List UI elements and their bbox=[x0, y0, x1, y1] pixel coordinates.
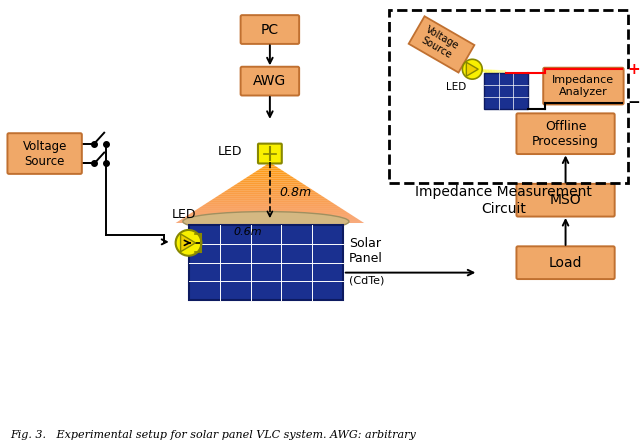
Polygon shape bbox=[198, 207, 342, 209]
FancyBboxPatch shape bbox=[543, 68, 623, 104]
Polygon shape bbox=[243, 224, 246, 262]
Polygon shape bbox=[267, 163, 273, 164]
Polygon shape bbox=[207, 201, 333, 203]
Polygon shape bbox=[223, 191, 317, 193]
Polygon shape bbox=[209, 238, 212, 247]
Text: 0.8m: 0.8m bbox=[280, 186, 312, 199]
Bar bbox=[189, 225, 343, 300]
Text: PC: PC bbox=[261, 22, 279, 37]
Bar bbox=[484, 73, 528, 109]
Text: (CdTe): (CdTe) bbox=[349, 276, 384, 285]
Text: MSO: MSO bbox=[550, 193, 581, 207]
Polygon shape bbox=[489, 69, 497, 79]
Bar bbox=[389, 10, 628, 183]
Polygon shape bbox=[409, 16, 474, 73]
Polygon shape bbox=[229, 187, 311, 189]
Polygon shape bbox=[202, 241, 205, 244]
Polygon shape bbox=[257, 168, 282, 171]
Polygon shape bbox=[212, 237, 215, 249]
Polygon shape bbox=[226, 189, 314, 191]
Polygon shape bbox=[222, 233, 226, 253]
Polygon shape bbox=[188, 213, 351, 215]
Polygon shape bbox=[180, 234, 195, 252]
Polygon shape bbox=[244, 177, 295, 179]
Polygon shape bbox=[268, 213, 271, 273]
Polygon shape bbox=[201, 205, 339, 207]
Polygon shape bbox=[242, 179, 298, 181]
Ellipse shape bbox=[183, 211, 349, 232]
FancyBboxPatch shape bbox=[241, 15, 299, 44]
Text: −: − bbox=[627, 95, 640, 111]
Text: LED: LED bbox=[172, 208, 196, 221]
Polygon shape bbox=[484, 69, 489, 75]
Circle shape bbox=[462, 59, 482, 79]
FancyBboxPatch shape bbox=[258, 144, 282, 164]
FancyBboxPatch shape bbox=[516, 246, 614, 279]
Polygon shape bbox=[210, 199, 330, 201]
Text: Voltage
Source: Voltage Source bbox=[22, 140, 67, 168]
Polygon shape bbox=[204, 203, 336, 205]
Polygon shape bbox=[220, 193, 320, 195]
Polygon shape bbox=[492, 70, 500, 81]
Polygon shape bbox=[236, 227, 239, 259]
Polygon shape bbox=[213, 197, 326, 199]
Polygon shape bbox=[239, 225, 243, 261]
Text: LED: LED bbox=[446, 82, 467, 92]
Polygon shape bbox=[236, 183, 305, 185]
Polygon shape bbox=[229, 229, 233, 256]
Text: AWG: AWG bbox=[253, 74, 287, 88]
Polygon shape bbox=[216, 195, 323, 197]
Polygon shape bbox=[226, 231, 229, 255]
FancyBboxPatch shape bbox=[8, 133, 82, 174]
Polygon shape bbox=[495, 70, 504, 82]
FancyBboxPatch shape bbox=[516, 184, 614, 216]
Polygon shape bbox=[250, 220, 253, 265]
Polygon shape bbox=[467, 62, 478, 76]
Polygon shape bbox=[264, 215, 268, 271]
Polygon shape bbox=[500, 70, 511, 86]
Polygon shape bbox=[232, 185, 308, 187]
Text: Offline
Processing: Offline Processing bbox=[532, 120, 599, 148]
Polygon shape bbox=[175, 221, 364, 223]
Polygon shape bbox=[260, 216, 264, 270]
Polygon shape bbox=[503, 70, 515, 88]
Text: Solar
Panel: Solar Panel bbox=[349, 237, 383, 265]
Polygon shape bbox=[253, 219, 257, 267]
Polygon shape bbox=[478, 69, 482, 71]
Polygon shape bbox=[251, 172, 289, 175]
Polygon shape bbox=[254, 171, 285, 172]
Polygon shape bbox=[257, 218, 260, 268]
Polygon shape bbox=[182, 217, 358, 219]
Polygon shape bbox=[233, 228, 236, 258]
Polygon shape bbox=[481, 69, 486, 73]
Polygon shape bbox=[195, 209, 346, 211]
Polygon shape bbox=[264, 164, 276, 167]
Polygon shape bbox=[179, 219, 361, 221]
Polygon shape bbox=[260, 167, 279, 168]
Text: 0.6m: 0.6m bbox=[234, 227, 262, 237]
Polygon shape bbox=[191, 211, 348, 213]
FancyBboxPatch shape bbox=[516, 113, 614, 154]
FancyBboxPatch shape bbox=[241, 67, 299, 95]
Polygon shape bbox=[219, 234, 222, 252]
Text: Voltage
Source: Voltage Source bbox=[419, 24, 461, 61]
Text: +: + bbox=[627, 62, 640, 77]
Polygon shape bbox=[239, 181, 301, 183]
Text: LED: LED bbox=[218, 145, 242, 158]
Text: Impedance
Analyzer: Impedance Analyzer bbox=[552, 75, 614, 97]
Text: Load: Load bbox=[549, 256, 582, 270]
Polygon shape bbox=[248, 175, 292, 177]
Text: Impedance Measurement
Circuit: Impedance Measurement Circuit bbox=[415, 185, 592, 215]
Text: Fig. 3.   Experimental setup for solar panel VLC system. AWG: arbitrary: Fig. 3. Experimental setup for solar pan… bbox=[10, 430, 415, 440]
Polygon shape bbox=[486, 69, 493, 77]
Polygon shape bbox=[215, 235, 219, 250]
Polygon shape bbox=[185, 215, 355, 217]
Polygon shape bbox=[246, 222, 250, 264]
Polygon shape bbox=[205, 240, 209, 246]
Circle shape bbox=[175, 230, 202, 256]
Polygon shape bbox=[497, 70, 508, 84]
